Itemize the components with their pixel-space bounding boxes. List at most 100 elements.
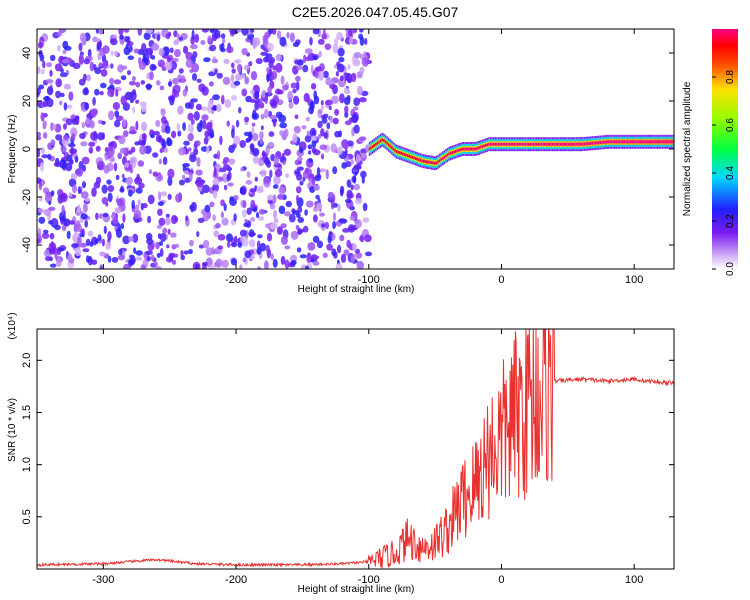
noise-cell xyxy=(315,66,322,72)
ridge-cell xyxy=(668,140,670,144)
noise-cell xyxy=(114,110,120,118)
ridge-cell xyxy=(531,142,533,146)
noise-cell xyxy=(248,232,256,237)
noise-cell xyxy=(189,239,194,247)
noise-cell xyxy=(167,193,172,200)
ridge-cell xyxy=(429,160,431,164)
noise-cell xyxy=(203,136,209,145)
noise-cell xyxy=(308,158,313,163)
noise-cell xyxy=(124,162,129,168)
noise-cell xyxy=(348,29,353,37)
noise-cell xyxy=(239,264,243,269)
ridge-cell xyxy=(483,144,485,148)
ridge-cell xyxy=(391,146,393,150)
noise-cell xyxy=(319,168,327,173)
noise-cell xyxy=(191,201,197,212)
noise-cell xyxy=(351,29,358,34)
y-tick-label: 1.5 xyxy=(21,405,33,420)
noise-cell xyxy=(345,198,352,204)
ridge-cell xyxy=(563,142,565,146)
ridge-cell xyxy=(609,140,611,144)
noise-cell xyxy=(230,74,235,83)
noise-cell xyxy=(124,91,133,101)
ridge-cell xyxy=(598,141,600,145)
noise-cell xyxy=(336,31,344,41)
noise-cell xyxy=(266,232,273,242)
ridge-cell xyxy=(399,151,401,155)
noise-cell xyxy=(272,119,277,128)
noise-cell xyxy=(91,259,98,265)
noise-cell xyxy=(46,98,54,108)
noise-cell xyxy=(69,159,74,165)
noise-cell xyxy=(141,104,147,113)
noise-cell xyxy=(178,68,184,74)
ridge-cell xyxy=(596,141,598,145)
ridge-cell xyxy=(561,142,563,146)
noise-cell xyxy=(129,126,136,132)
noise-cell xyxy=(159,232,167,242)
noise-cell xyxy=(37,148,41,158)
noise-cell xyxy=(364,38,368,45)
ridge-cell xyxy=(372,145,374,149)
noise-cell xyxy=(303,225,309,233)
noise-cell xyxy=(196,157,201,168)
noise-cell xyxy=(240,73,246,79)
noise-cell xyxy=(45,193,53,204)
ridge-cell xyxy=(418,158,420,162)
noise-cell xyxy=(316,202,323,211)
noise-cell xyxy=(220,211,224,219)
noise-cell xyxy=(329,115,333,124)
ridge-cell xyxy=(537,142,539,146)
ridge-cell xyxy=(462,147,465,151)
noise-cell xyxy=(231,95,237,101)
noise-cell xyxy=(202,184,210,194)
noise-cell xyxy=(40,112,45,122)
noise-cell xyxy=(85,238,91,247)
ridge-cell xyxy=(446,153,449,157)
ridge-cell xyxy=(472,147,474,151)
ridge-cell xyxy=(458,148,460,152)
ridge-cell xyxy=(631,140,633,144)
noise-cell xyxy=(353,183,360,191)
noise-cell xyxy=(212,178,220,185)
noise-cell xyxy=(311,135,318,141)
ridge-cell xyxy=(384,140,387,144)
noise-cell xyxy=(91,187,97,198)
noise-cell xyxy=(331,95,339,105)
noise-cell xyxy=(48,242,57,253)
noise-cell xyxy=(241,209,247,218)
noise-cell xyxy=(320,128,325,137)
ridge-cell xyxy=(634,140,637,144)
noise-cell xyxy=(167,228,171,235)
ridge-cell xyxy=(579,142,581,146)
ridge-cell xyxy=(448,152,450,156)
noise-cell xyxy=(94,238,99,244)
ridge-cell xyxy=(524,142,527,146)
noise-cell xyxy=(209,29,215,34)
noise-cell xyxy=(350,254,355,264)
noise-cell xyxy=(125,177,133,186)
noise-cell xyxy=(203,239,210,249)
ridge-cell xyxy=(593,141,595,145)
noise-cell xyxy=(291,208,296,214)
noise-cell xyxy=(237,64,241,74)
noise-cell xyxy=(307,242,316,251)
noise-cell xyxy=(141,43,147,53)
noise-cell xyxy=(294,114,299,120)
noise-cell xyxy=(206,146,210,154)
noise-cell xyxy=(264,260,269,269)
noise-cell xyxy=(75,167,84,177)
noise-cell xyxy=(48,206,56,211)
ridge-cell xyxy=(440,158,442,162)
noise-cell xyxy=(58,247,65,252)
noise-cell xyxy=(182,163,191,168)
noise-cell xyxy=(251,122,256,127)
noise-cell xyxy=(252,147,260,157)
noise-cell xyxy=(268,29,273,35)
noise-cell xyxy=(303,92,310,103)
ridge-cell xyxy=(470,147,473,151)
noise-cell xyxy=(250,29,255,33)
noise-cell xyxy=(215,258,223,268)
ridge-cell xyxy=(469,147,471,151)
